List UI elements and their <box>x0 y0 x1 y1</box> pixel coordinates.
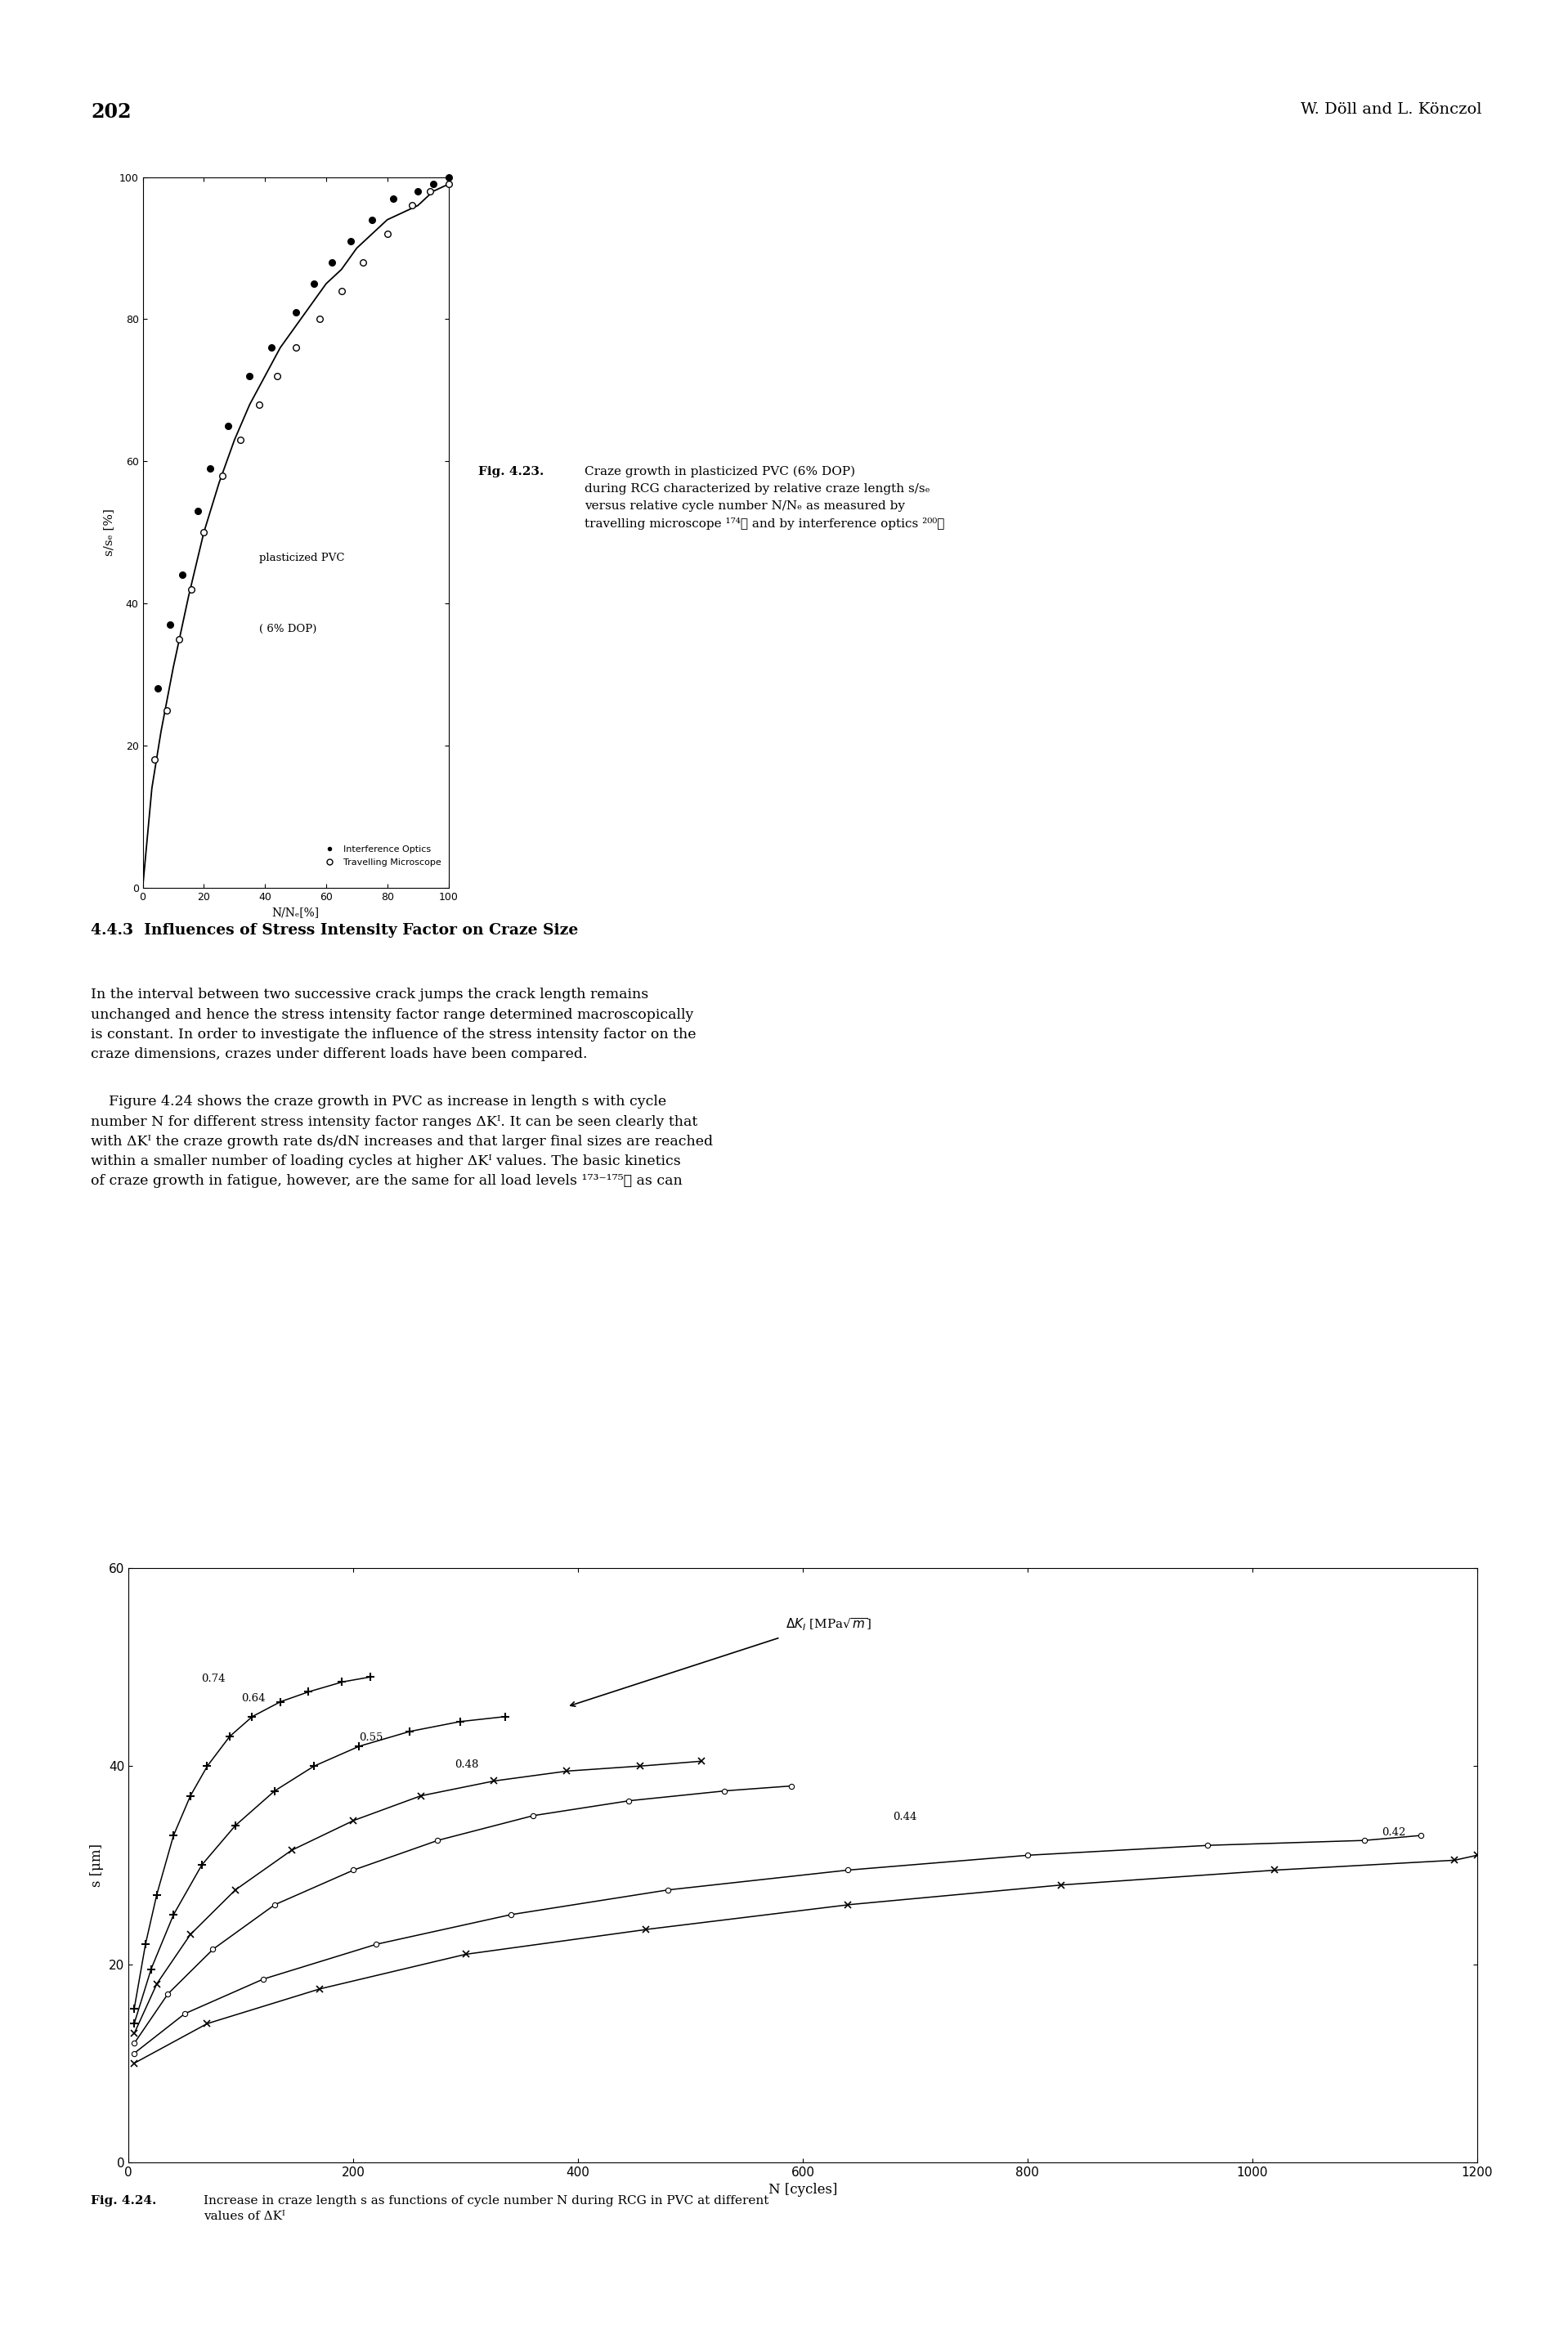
Text: 0.42: 0.42 <box>1381 1827 1405 1838</box>
Text: Increase in craze length s as functions of cycle number N during RCG in PVC at d: Increase in craze length s as functions … <box>204 2195 768 2223</box>
Text: ( 6% DOP): ( 6% DOP) <box>259 624 317 634</box>
Text: 0.44: 0.44 <box>892 1813 917 1822</box>
Text: 0.55: 0.55 <box>359 1734 383 1743</box>
X-axis label: N [cycles]: N [cycles] <box>768 2183 837 2197</box>
Text: In the interval between two successive crack jumps the crack length remains
unch: In the interval between two successive c… <box>91 988 696 1060</box>
Y-axis label: s/sₑ [%]: s/sₑ [%] <box>103 508 114 557</box>
Text: 0.48: 0.48 <box>455 1759 478 1771</box>
Text: Craze growth in plasticized PVC (6% DOP)
during RCG characterized by relative cr: Craze growth in plasticized PVC (6% DOP)… <box>585 466 946 529</box>
Y-axis label: s [μm]: s [μm] <box>91 1843 103 1887</box>
Text: plasticized PVC: plasticized PVC <box>259 552 345 564</box>
Text: 202: 202 <box>91 103 132 121</box>
Text: Fig. 4.24.: Fig. 4.24. <box>91 2195 157 2207</box>
Text: 4.4.3  Influences of Stress Intensity Factor on Craze Size: 4.4.3 Influences of Stress Intensity Fac… <box>91 923 579 937</box>
Legend: Interference Optics, Travelling Microscope: Interference Optics, Travelling Microsco… <box>318 843 444 869</box>
Text: W. Döll and L. Könczol: W. Döll and L. Könczol <box>1301 103 1482 116</box>
Text: 0.74: 0.74 <box>202 1673 226 1685</box>
Text: 0.64: 0.64 <box>241 1694 265 1703</box>
Text: Figure 4.24 shows the craze growth in PVC as increase in length s with cycle
num: Figure 4.24 shows the craze growth in PV… <box>91 1095 713 1188</box>
Text: $\Delta K_I$ [MPa$\sqrt{m}$]: $\Delta K_I$ [MPa$\sqrt{m}$] <box>786 1617 872 1633</box>
Text: Fig. 4.23.: Fig. 4.23. <box>478 466 544 478</box>
X-axis label: N/Nₑ[%]: N/Nₑ[%] <box>271 906 320 918</box>
